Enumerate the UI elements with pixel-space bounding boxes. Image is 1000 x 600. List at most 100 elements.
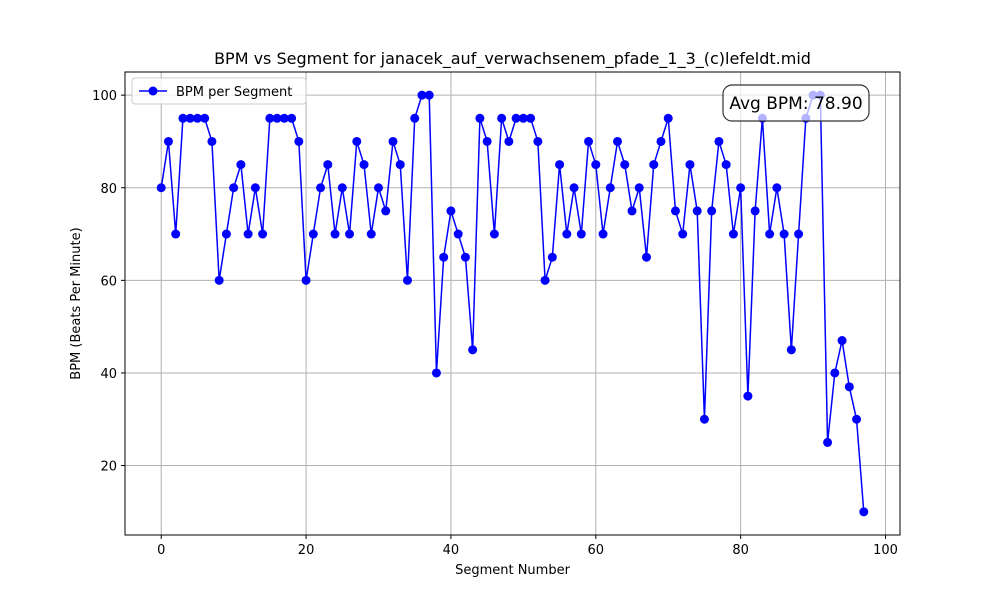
data-point [388, 136, 398, 146]
y-tick-label: 100 [92, 89, 117, 104]
data-point [772, 183, 782, 193]
x-tick-label: 20 [298, 543, 315, 558]
data-point [547, 252, 557, 262]
data-point [765, 229, 775, 239]
data-point [163, 136, 173, 146]
data-point [366, 229, 376, 239]
data-point [446, 206, 456, 216]
data-point [192, 113, 202, 123]
data-point [308, 229, 318, 239]
legend-entry-label: BPM per Segment [176, 85, 292, 100]
data-point [823, 437, 833, 447]
data-point [214, 275, 224, 285]
legend-marker-swatch [148, 86, 158, 96]
data-point [859, 507, 869, 517]
data-point [468, 345, 478, 355]
x-tick-label: 40 [443, 543, 460, 558]
data-point [207, 136, 217, 146]
data-point [258, 229, 268, 239]
data-point [555, 160, 565, 170]
x-tick-label: 80 [732, 543, 749, 558]
data-point [337, 183, 347, 193]
data-point [374, 183, 384, 193]
y-tick-label: 80 [100, 182, 117, 197]
data-point [279, 113, 289, 123]
data-point [830, 368, 840, 378]
data-point [243, 229, 253, 239]
data-point [323, 160, 333, 170]
y-tick-label: 40 [100, 367, 117, 382]
data-point [794, 229, 804, 239]
x-tick-label: 60 [588, 543, 605, 558]
data-point [598, 229, 608, 239]
legend: BPM per Segment [131, 77, 307, 105]
data-point [178, 113, 188, 123]
legend-box [131, 77, 307, 105]
data-point [511, 113, 521, 123]
data-point [345, 229, 355, 239]
data-point [504, 136, 514, 146]
data-point [497, 113, 507, 123]
data-point [707, 206, 717, 216]
data-point [272, 113, 282, 123]
data-point [236, 160, 246, 170]
data-point [613, 136, 623, 146]
data-point [656, 136, 666, 146]
data-point [786, 345, 796, 355]
data-point [649, 160, 659, 170]
x-tick-label: 100 [873, 543, 898, 558]
data-point [663, 113, 673, 123]
data-point [294, 136, 304, 146]
data-point [330, 229, 340, 239]
data-point [562, 229, 572, 239]
series-layer [156, 90, 869, 517]
data-point [200, 113, 210, 123]
average-bpm-box [722, 84, 870, 122]
data-point [591, 160, 601, 170]
data-point [395, 160, 405, 170]
data-point [185, 113, 195, 123]
data-point [518, 113, 528, 123]
data-point [526, 113, 536, 123]
data-point [352, 136, 362, 146]
data-point [743, 391, 753, 401]
data-point [620, 160, 630, 170]
data-point [250, 183, 260, 193]
data-point [540, 275, 550, 285]
data-point [837, 336, 847, 346]
chart-title: BPM vs Segment for janacek_auf_verwachse… [214, 49, 811, 69]
data-point [728, 229, 738, 239]
data-point [779, 229, 789, 239]
data-point [627, 206, 637, 216]
data-point [410, 113, 420, 123]
data-point [576, 229, 586, 239]
data-point [316, 183, 326, 193]
data-point [381, 206, 391, 216]
x-axis-label: Segment Number [455, 563, 571, 578]
data-point [156, 183, 166, 193]
data-point [714, 136, 724, 146]
data-point [431, 368, 441, 378]
data-point [287, 113, 297, 123]
data-point [584, 136, 594, 146]
data-point [641, 252, 651, 262]
data-point [301, 275, 311, 285]
average-bpm-annotation: Avg BPM: 78.90 [722, 84, 870, 122]
data-point [736, 183, 746, 193]
y-axis-label: BPM (Beats Per Minute) [69, 227, 84, 379]
x-tick-label: 0 [157, 543, 165, 558]
axis-ticks: 0 20 40 60 80 100 20 40 60 80 100 [92, 89, 898, 558]
data-point [605, 183, 615, 193]
data-point [750, 206, 760, 216]
data-point [670, 206, 680, 216]
data-point [699, 414, 709, 424]
data-point [634, 183, 644, 193]
data-point [171, 229, 181, 239]
data-point [678, 229, 688, 239]
data-point [482, 136, 492, 146]
data-point [453, 229, 463, 239]
y-tick-label: 60 [100, 274, 117, 289]
y-tick-label: 20 [100, 460, 117, 475]
data-point [417, 90, 427, 100]
data-point [402, 275, 412, 285]
